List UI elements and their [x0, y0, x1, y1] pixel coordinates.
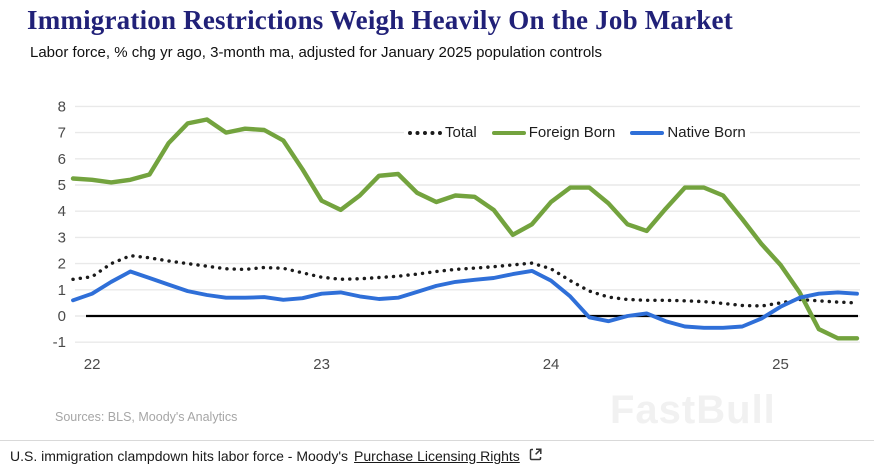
x-tick-label: 25 — [772, 356, 789, 373]
watermark-fastbull: FastBull — [610, 388, 776, 432]
chart-title: Immigration Restrictions Weigh Heavily O… — [27, 5, 733, 35]
y-tick-label: 3 — [58, 229, 66, 246]
y-tick-label: -1 — [53, 334, 66, 351]
legend-label-total: Total — [445, 124, 477, 141]
chart-legend: Total Foreign Born Native Born — [404, 122, 750, 143]
series-line-native-born — [71, 268, 859, 330]
total-dotted-line-marker — [408, 130, 442, 135]
native-born-line-marker — [630, 130, 665, 135]
sources-note: Sources: BLS, Moody's Analytics — [55, 410, 238, 424]
chart-subtitle: Labor force, % chg yr ago, 3-month ma, a… — [30, 44, 602, 61]
legend-label-foreign-born: Foreign Born — [528, 124, 616, 141]
external-link-icon[interactable] — [528, 447, 543, 465]
y-tick-label: 8 — [58, 98, 66, 115]
legend-item-total: Total — [408, 124, 477, 141]
y-tick-label: 1 — [58, 282, 66, 299]
caption-bar: U.S. immigration clampdown hits labor fo… — [10, 447, 543, 465]
caption-divider — [0, 440, 874, 441]
y-tick-label: 6 — [58, 151, 66, 168]
legend-item-native-born: Native Born — [630, 124, 746, 141]
foreign-born-line-marker — [491, 130, 526, 135]
series-line-foreign-born — [70, 117, 860, 341]
legend-label-native-born: Native Born — [667, 124, 746, 141]
legend-item-foreign-born: Foreign Born — [491, 124, 616, 141]
x-tick-label: 24 — [543, 356, 560, 373]
y-tick-label: 2 — [58, 256, 66, 273]
purchase-licensing-rights-link[interactable]: Purchase Licensing Rights — [354, 448, 520, 464]
series-line-total — [71, 253, 859, 308]
y-tick-label: 5 — [58, 177, 66, 194]
x-tick-label: 22 — [84, 356, 101, 373]
y-tick-label: 0 — [58, 308, 66, 325]
y-tick-label: 4 — [58, 203, 66, 220]
y-tick-label: 7 — [58, 125, 66, 142]
caption-text: U.S. immigration clampdown hits labor fo… — [10, 448, 349, 464]
x-tick-label: 23 — [313, 356, 330, 373]
